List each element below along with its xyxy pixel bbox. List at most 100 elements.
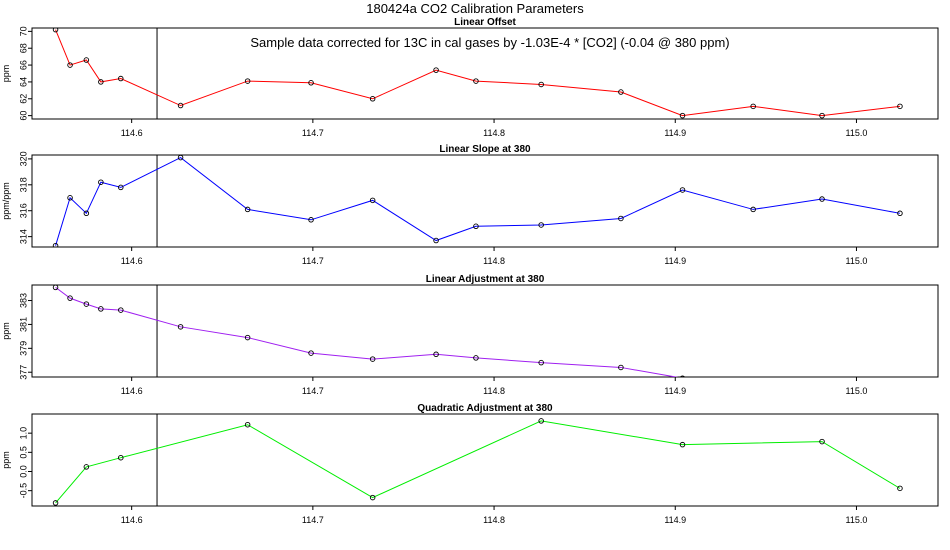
- linear-offset-point: [897, 103, 903, 110]
- linear-slope-point: [369, 197, 376, 204]
- linear-offset-point: [679, 112, 686, 119]
- quadratic-adjustment-point: [369, 494, 376, 501]
- linear-adjustment-point: [177, 324, 184, 330]
- quadratic-adjustment-point: [52, 500, 59, 506]
- linear-slope-xtick-label: 114.6: [121, 256, 143, 266]
- linear-adjustment-point: [369, 356, 376, 362]
- linear-offset-ytick-label: 68: [18, 43, 28, 53]
- linear-offset-point: [244, 78, 251, 84]
- linear-slope-ytick-label: 314: [18, 229, 28, 244]
- linear-offset-point: [308, 80, 314, 86]
- linear-offset-ytick-label: 64: [18, 77, 28, 87]
- linear-offset-point: [618, 89, 624, 95]
- linear-slope-point: [244, 206, 251, 213]
- linear-adjustment-point: [433, 351, 439, 358]
- quadratic-adjustment-xtick-label: 114.8: [483, 515, 505, 525]
- linear-slope-point: [538, 222, 544, 228]
- linear-offset-ytick-label: 66: [18, 60, 28, 70]
- linear-slope-point: [618, 215, 624, 222]
- linear-adjustment-ytick-label: 377: [18, 365, 28, 380]
- linear-slope-xtick-label: 114.9: [664, 256, 686, 266]
- linear-adjustment-ytick-label: 383: [18, 293, 28, 308]
- quadratic-adjustment-ytick-label: 1.0: [18, 427, 28, 440]
- quadratic-adjustment-ytick-label: 0.0: [18, 465, 28, 478]
- linear-adjustment-point: [751, 379, 756, 384]
- linear-adjustment-point: [83, 301, 90, 307]
- quadratic-adjustment-point: [83, 464, 90, 470]
- linear-adjustment-point: [898, 384, 903, 389]
- linear-adjustment-point: [618, 364, 624, 371]
- correction-annotation: Sample data corrected for 13C in cal gas…: [250, 35, 729, 50]
- linear-adjustment-xtick-label: 114.6: [121, 386, 143, 396]
- linear-adjustment-point: [538, 359, 544, 366]
- linear-slope-point: [118, 184, 124, 191]
- linear-offset-series-line: [55, 29, 901, 117]
- linear-adjustment-xtick-label: 114.7: [302, 386, 324, 396]
- linear-offset-point: [52, 28, 59, 33]
- quadratic-adjustment-xtick-label: 114.9: [664, 515, 686, 525]
- linear-slope-ytick-label: 320: [18, 151, 28, 166]
- linear-slope-point: [679, 187, 686, 193]
- linear-slope-ytick-label: 318: [18, 177, 28, 192]
- linear-slope-point: [177, 155, 184, 161]
- linear-slope-plot-area: [52, 155, 903, 247]
- quadratic-adjustment-ytick-label: 0.5: [18, 446, 28, 459]
- linear-offset-point: [819, 112, 825, 119]
- linear-slope-title: Linear Slope at 380: [439, 144, 531, 155]
- linear-slope-point: [433, 237, 439, 244]
- linear-offset-point: [67, 62, 73, 68]
- linear-offset-point: [538, 81, 544, 88]
- quadratic-adjustment-point: [244, 421, 251, 428]
- linear-offset-point: [433, 67, 439, 73]
- linear-offset-title: Linear Offset: [454, 17, 516, 28]
- linear-offset-point: [118, 75, 124, 82]
- linear-slope-point: [98, 179, 104, 185]
- linear-offset-xtick-label: 114.6: [121, 128, 143, 138]
- linear-adjustment-xtick-label: 115.0: [846, 386, 868, 396]
- linear-slope-frame: [31, 154, 939, 248]
- linear-adjustment-point: [67, 295, 73, 301]
- linear-slope-point: [897, 210, 903, 217]
- linear-slope-point: [473, 223, 479, 230]
- linear-slope-point: [750, 206, 756, 213]
- linear-adjustment-series-line: [55, 286, 679, 377]
- linear-adjustment-point: [473, 355, 479, 361]
- linear-adjustment-title: Linear Adjustment at 380: [426, 274, 545, 285]
- linear-adjustment-point: [98, 306, 104, 312]
- linear-offset-point: [83, 57, 90, 63]
- linear-offset-point: [369, 96, 376, 102]
- quadratic-adjustment-ytick-label: -0.5: [18, 483, 28, 499]
- linear-adjustment-ytick-label: 381: [18, 317, 28, 332]
- linear-offset-plot-area: [52, 28, 903, 119]
- linear-offset-ytick-label: 62: [18, 94, 28, 104]
- quadratic-adjustment-point: [538, 418, 544, 424]
- linear-offset-xtick-label: 114.9: [664, 128, 686, 138]
- linear-slope-ytick-label: 316: [18, 203, 28, 218]
- linear-slope-series-line: [55, 157, 901, 246]
- linear-slope-ylabel: ppm/ppm: [1, 182, 11, 220]
- linear-adjustment-point: [118, 307, 124, 313]
- quadratic-adjustment-frame: [31, 413, 939, 507]
- linear-offset-xtick-label: 115.0: [846, 128, 868, 138]
- linear-adjustment-point: [820, 387, 825, 392]
- quadratic-adjustment-point: [118, 454, 124, 461]
- quadratic-adjustment-point: [679, 441, 686, 448]
- linear-adjustment-frame: [31, 284, 939, 378]
- linear-slope-xtick-label: 115.0: [846, 256, 868, 266]
- linear-offset-point: [750, 103, 756, 110]
- linear-adjustment-plot-area: [52, 285, 903, 392]
- quadratic-adjustment-ylabel: ppm: [1, 451, 11, 469]
- linear-adjustment-xtick-label: 114.8: [483, 386, 505, 396]
- linear-offset-panel: Linear Offset ppm 114.6 114.7 114.8 114.9 115.…: [1, 17, 939, 138]
- quadratic-adjustment-xtick-label: 114.6: [121, 515, 143, 525]
- linear-offset-xtick-label: 114.7: [302, 128, 324, 138]
- linear-offset-ytick-label: 60: [18, 111, 28, 121]
- linear-offset-xtick-label: 114.8: [483, 128, 505, 138]
- quadratic-adjustment-panel: Quadratic Adjustment at 380 ppm 114.6 114.7…: [1, 403, 939, 525]
- quadratic-adjustment-xtick-label: 115.0: [846, 515, 868, 525]
- linear-offset-point: [177, 102, 184, 109]
- linear-offset-ytick-label: 70: [18, 26, 28, 36]
- quadratic-adjustment-xtick-label: 114.7: [302, 515, 324, 525]
- linear-adjustment-ylabel: ppm: [1, 322, 11, 340]
